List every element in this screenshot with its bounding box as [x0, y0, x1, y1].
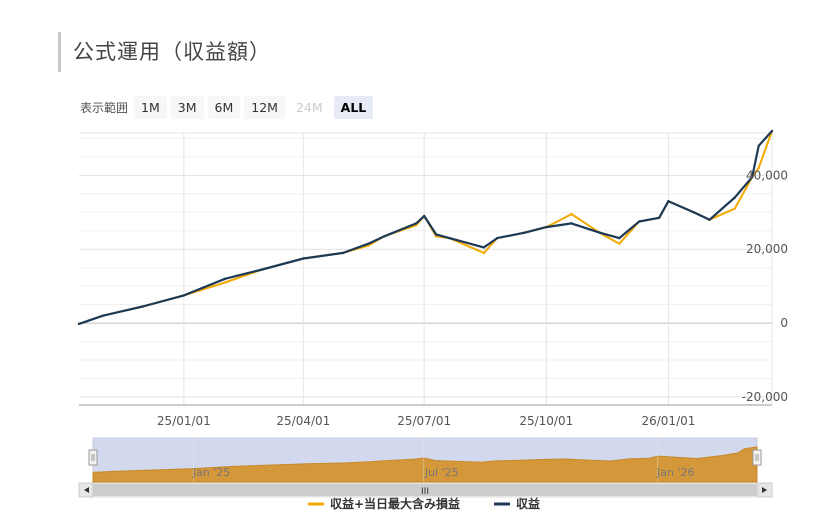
- handle-body[interactable]: [88, 449, 98, 466]
- data-point-revenue-max-unrealized: [482, 251, 486, 255]
- title-bar: 公式運用（収益額）: [58, 32, 270, 72]
- x-tick-label: 25/10/01: [519, 414, 573, 428]
- data-point-revenue: [757, 144, 760, 147]
- data-point-revenue: [733, 196, 737, 199]
- chart-axes: 25/01/01 25/04/01 25/07/01 25/10/01 26/01/01…: [79, 168, 788, 428]
- range-button-6m[interactable]: 6M: [207, 95, 241, 119]
- navigator-handle-left[interactable]: [88, 449, 98, 466]
- legend-label: 収益+当日最大含み損益: [330, 496, 460, 511]
- data-point-revenue: [598, 231, 601, 234]
- legend-item-revenue[interactable]: 収益: [494, 496, 540, 511]
- data-point-revenue: [415, 222, 418, 225]
- scrollbar-grip-label: III: [421, 487, 429, 497]
- data-point-revenue: [495, 236, 499, 240]
- handle-body[interactable]: [752, 449, 762, 466]
- x-tick-label: 25/07/01: [397, 414, 451, 428]
- range-button-1m[interactable]: 1M: [134, 95, 167, 119]
- data-point-revenue: [448, 236, 451, 240]
- y-tick-label: 0: [780, 316, 788, 330]
- chart-series: [77, 129, 774, 326]
- data-point-revenue: [182, 294, 186, 297]
- range-selector: 表示範囲 1M 3M 6M 12M 24M ALL: [80, 94, 377, 120]
- data-point-revenue: [261, 268, 264, 271]
- data-point-revenue: [570, 222, 573, 225]
- data-point-revenue: [223, 277, 227, 280]
- data-point-revenue: [77, 322, 81, 326]
- data-point-revenue-max-unrealized: [757, 166, 760, 170]
- y-tick-label: -20,000: [742, 390, 788, 404]
- navigator-area: [92, 446, 758, 483]
- data-point-revenue: [422, 214, 426, 218]
- navigator-handle-right[interactable]: [752, 449, 762, 466]
- range-button-12m[interactable]: 12M: [244, 95, 285, 119]
- data-point-revenue: [302, 257, 305, 260]
- data-point-revenue: [101, 314, 105, 317]
- range-button-all[interactable]: ALL: [333, 95, 374, 119]
- series-line-revenue: [78, 130, 773, 325]
- data-point-revenue: [618, 236, 621, 240]
- data-point-revenue: [141, 305, 144, 308]
- data-point-revenue: [367, 242, 370, 245]
- data-point-revenue: [383, 235, 386, 238]
- range-button-3m[interactable]: 3M: [170, 95, 204, 119]
- data-point-revenue: [667, 199, 670, 203]
- page-title: 公式運用（収益額）: [73, 40, 271, 64]
- arrow-left-icon: [84, 487, 89, 493]
- data-point-revenue: [545, 225, 548, 229]
- chart-grid: [79, 132, 773, 405]
- navigator-tick-label: Jul '25: [424, 466, 459, 479]
- data-point-revenue: [692, 211, 695, 214]
- data-point-revenue-max-unrealized: [618, 242, 621, 245]
- data-point-revenue: [770, 129, 774, 133]
- data-point-revenue: [657, 216, 661, 220]
- range-button-24m[interactable]: 24M: [295, 99, 323, 115]
- x-tick-label: 25/04/01: [276, 414, 330, 428]
- x-tick-label: 25/01/01: [157, 414, 211, 428]
- y-tick-label: 20,000: [746, 242, 788, 256]
- data-point-revenue: [708, 218, 711, 221]
- data-point-revenue-max-unrealized: [570, 212, 573, 216]
- scrollbar-thumb[interactable]: [93, 484, 757, 496]
- data-point-revenue: [638, 220, 641, 223]
- data-point-revenue: [750, 175, 754, 179]
- data-point-revenue: [434, 233, 438, 236]
- navigator[interactable]: Jan '25 Jul '25 Jan '26 III: [78, 437, 773, 498]
- x-tick-label: 26/01/01: [641, 414, 695, 428]
- arrow-right-icon: [762, 487, 767, 493]
- range-selector-label: 表示範囲: [80, 100, 129, 115]
- data-point-revenue: [523, 231, 527, 234]
- navigator-tick-label: Jan '25: [192, 466, 230, 479]
- navigator-tick-label: Jan '26: [656, 466, 694, 479]
- data-point-revenue: [341, 251, 345, 255]
- legend-item-revenue-max-unrealized[interactable]: 収益+当日最大含み損益: [308, 496, 460, 511]
- data-point-revenue-max-unrealized: [223, 281, 227, 284]
- data-point-revenue: [482, 246, 486, 249]
- legend-label: 収益: [516, 496, 540, 511]
- y-tick-label: 40,000: [746, 168, 788, 182]
- chart-legend[interactable]: 収益+当日最大含み損益 収益: [308, 496, 540, 511]
- data-point-revenue-max-unrealized: [733, 207, 737, 210]
